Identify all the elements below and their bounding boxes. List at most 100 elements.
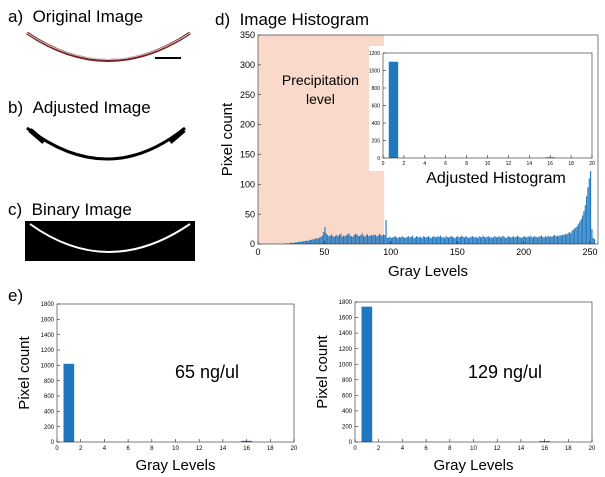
histogram-129-x-tick-label: 8 (448, 446, 452, 452)
histogram-bar (401, 236, 403, 244)
histogram-bar (502, 235, 504, 244)
histogram-129-x-tick-label: 4 (401, 446, 405, 452)
adjusted-histogram-y-tick-label: 200 (372, 138, 381, 144)
histogram-bar (483, 236, 485, 244)
image-histogram-x-tick-label: 150 (450, 247, 465, 257)
histogram-bar (428, 236, 430, 244)
adjusted-histogram-x-tick-label: 4 (423, 161, 426, 167)
histogram-bar (408, 236, 410, 244)
original-image (26, 31, 191, 62)
histogram-bar (568, 232, 570, 244)
image-histogram-x-label: Gray Levels (388, 263, 468, 280)
histogram-129-annotation: 129 ng/ul (468, 362, 542, 382)
histogram-bar (516, 235, 519, 244)
histogram-bar (323, 232, 325, 244)
histogram-bar (389, 236, 391, 244)
histogram-bar (575, 227, 577, 244)
histogram-bar (381, 235, 383, 244)
image-histogram-x-tick-label: 50 (319, 247, 329, 257)
histogram-bar (554, 235, 556, 244)
histogram-bar (510, 237, 512, 244)
histogram-bar (455, 236, 458, 244)
histogram-bar (299, 241, 301, 244)
histogram-bar (518, 236, 520, 244)
histogram-bar (466, 236, 468, 244)
panel-a-label: a) Original Image (8, 7, 144, 26)
histogram-bar (506, 237, 508, 244)
histogram-bar (331, 234, 333, 244)
histogram-bar (357, 235, 359, 244)
histogram-bar (393, 236, 395, 244)
histogram-bar (426, 236, 428, 244)
adjusted-histogram-y-tick-label: 400 (372, 121, 381, 127)
histogram-bar (471, 236, 473, 244)
histogram-bar (485, 237, 487, 244)
histogram-bar (458, 237, 460, 244)
histogram-bar (558, 236, 560, 244)
histogram-bar (566, 234, 568, 244)
histogram-bar (574, 228, 576, 244)
histogram-bar (441, 237, 443, 244)
histogram-bar (350, 236, 353, 244)
histogram-65-x-tick-label: 18 (267, 446, 274, 452)
histogram-bar (475, 236, 477, 244)
histogram-bar (580, 218, 582, 244)
histogram-129-x-label: Gray Levels (433, 457, 513, 474)
histogram-bar (337, 236, 339, 244)
histogram-bar (453, 237, 455, 244)
histogram-bar (586, 196, 588, 244)
histogram-bar (461, 235, 463, 244)
histogram-bar (564, 233, 566, 244)
histogram-bar (297, 242, 299, 244)
histogram-bar (336, 235, 338, 244)
image-histogram-x-tick-label: 100 (383, 247, 398, 257)
histogram-129-y-tick-label: 1400 (339, 331, 353, 337)
histogram-bar (520, 238, 523, 244)
histogram-bar (579, 221, 581, 244)
histogram-129-x-tick-label: 10 (470, 446, 477, 452)
histogram-bar (335, 235, 337, 244)
histogram-bar (315, 238, 317, 244)
histogram-bar (409, 237, 411, 244)
histogram-129-x-tick-label: 18 (565, 446, 572, 452)
histogram-bar (543, 237, 545, 244)
histogram-bar (469, 237, 471, 244)
histogram-bar (465, 236, 467, 244)
histogram-bar (556, 235, 558, 244)
adjusted-histogram-y-tick-label: 0 (377, 156, 380, 162)
histogram-bar (527, 236, 529, 244)
histogram-bar (425, 237, 427, 244)
histogram-65-y-tick-label: 1600 (41, 317, 55, 323)
histogram-129-y-tick-label: 800 (342, 378, 353, 384)
histogram-bar (291, 242, 293, 244)
histogram-129-y-tick-label: 200 (342, 425, 353, 431)
histogram-129-y-tick-label: 1800 (339, 300, 353, 306)
histogram-bar (346, 234, 349, 244)
histogram-bar (373, 234, 375, 244)
histogram-129-y-tick-label: 1000 (339, 362, 353, 368)
precipitation-label-line2: level (306, 91, 335, 107)
image-histogram-y-tick-label: 200 (240, 120, 255, 130)
histogram-129-plot-bg (355, 302, 592, 442)
panel-c-label: c) Binary Image (8, 200, 132, 219)
histogram-bar (424, 236, 426, 244)
histogram-bar (524, 236, 527, 244)
histogram-65-x-tick-label: 6 (126, 446, 130, 452)
histogram-bar (406, 236, 408, 244)
image-histogram-y-tick-label: 350 (240, 30, 255, 40)
adjusted-histogram-x-tick-label: 14 (527, 161, 533, 167)
histogram-bar (429, 237, 431, 244)
histogram-bar (548, 236, 550, 244)
histogram-65-x-tick-label: 10 (172, 446, 179, 452)
histogram-bar (400, 237, 402, 244)
histogram-bar (477, 238, 479, 244)
histogram-65-bar (63, 363, 75, 442)
histogram-bar (418, 237, 420, 244)
histogram-bar (416, 236, 418, 244)
histogram-bar (462, 236, 464, 244)
adjusted-histogram-y-tick-label: 1000 (369, 68, 380, 74)
histogram-bar (443, 238, 446, 244)
histogram-bar (572, 229, 574, 244)
histogram-bar (451, 236, 454, 244)
